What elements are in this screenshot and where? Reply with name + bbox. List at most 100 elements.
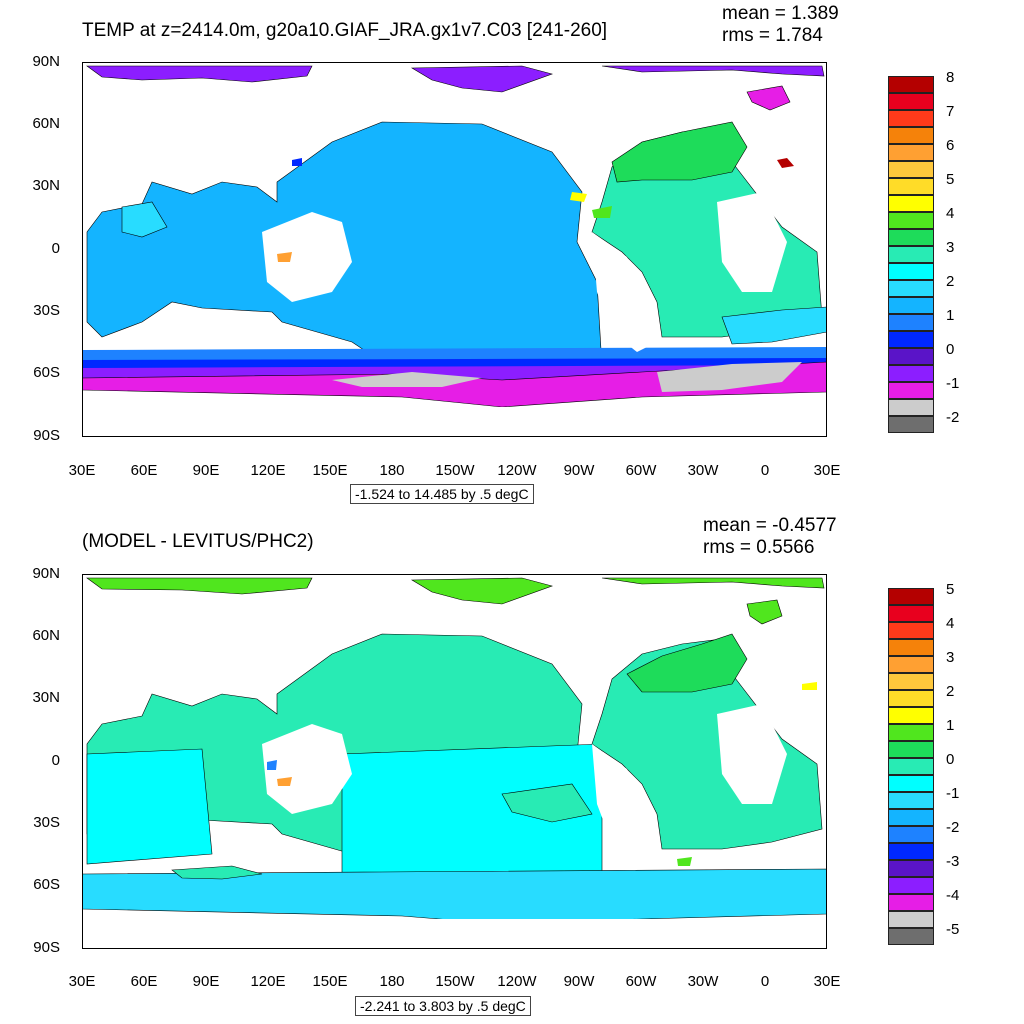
colorbar-swatch xyxy=(888,280,934,297)
colorbar-swatch xyxy=(888,673,934,690)
bottom-rms-label: rms = 0.5566 xyxy=(703,537,815,558)
top-colorbar-label: 3 xyxy=(946,239,955,256)
colorbar-swatch xyxy=(888,843,934,860)
colorbar-swatch xyxy=(888,741,934,758)
colorbar-swatch xyxy=(888,76,934,93)
top-lat-label: 0 xyxy=(51,240,60,257)
colorbar-swatch xyxy=(888,178,934,195)
top-colorbar-label: -1 xyxy=(946,375,960,392)
colorbar-swatch xyxy=(888,93,934,110)
colorbar-swatch xyxy=(888,263,934,280)
colorbar-swatch xyxy=(888,588,934,605)
colorbar-swatch xyxy=(888,690,934,707)
top-range-label: -1.524 to 14.485 by .5 degC xyxy=(350,484,534,504)
colorbar-swatch xyxy=(888,622,934,639)
top-lat-label: 90N xyxy=(32,53,60,70)
colorbar-swatch xyxy=(888,212,934,229)
top-lat-label: 30N xyxy=(32,177,60,194)
colorbar-swatch xyxy=(888,639,934,656)
bottom-colorbar-label: 0 xyxy=(946,751,955,768)
colorbar-swatch xyxy=(888,246,934,263)
colorbar-swatch xyxy=(888,860,934,877)
bottom-lon-label: 180 xyxy=(379,973,405,990)
top-lon-label: 120E xyxy=(250,462,286,479)
bottom-lat-label: 90N xyxy=(32,565,60,582)
bottom-colorbar-label: 4 xyxy=(946,615,955,632)
bottom-lon-label: 90E xyxy=(192,973,220,990)
bottom-range-label: -2.241 to 3.803 by .5 degC xyxy=(355,996,531,1016)
bottom-colorbar-label: -3 xyxy=(946,853,960,870)
top-lon-label: 150E xyxy=(312,462,348,479)
bottom-map-field xyxy=(82,577,827,949)
colorbar-swatch xyxy=(888,110,934,127)
top-lon-label: 120W xyxy=(497,462,537,479)
colorbar-swatch xyxy=(888,894,934,911)
top-lon-label: 30E xyxy=(813,462,841,479)
top-lon-label: 60W xyxy=(625,462,657,479)
top-map-title: TEMP at z=2414.0m, g20a10.GIAF_JRA.gx1v7… xyxy=(82,20,608,41)
top-colorbar-label: 8 xyxy=(946,69,955,86)
bottom-lon-label: 120E xyxy=(250,973,286,990)
top-lon-label: 0 xyxy=(760,462,770,479)
top-colorbar xyxy=(888,76,934,433)
colorbar-swatch xyxy=(888,877,934,894)
bottom-colorbar-label: -5 xyxy=(946,921,960,938)
top-colorbar-label: -2 xyxy=(946,409,960,426)
bottom-lon-label: 30E xyxy=(813,973,841,990)
colorbar-swatch xyxy=(888,911,934,928)
top-lon-label: 30E xyxy=(68,462,96,479)
top-colorbar-label: 0 xyxy=(946,341,955,358)
bottom-colorbar-label: 1 xyxy=(946,717,955,734)
bottom-mean-label: mean = -0.4577 xyxy=(703,515,837,536)
top-lat-label: 60S xyxy=(33,364,60,381)
top-lon-label: 90W xyxy=(563,462,595,479)
top-lat-label: 90S xyxy=(33,427,60,444)
colorbar-swatch xyxy=(888,144,934,161)
colorbar-swatch xyxy=(888,758,934,775)
bottom-lat-label: 60N xyxy=(32,627,60,644)
bottom-lat-label: 30S xyxy=(33,814,60,831)
colorbar-swatch xyxy=(888,724,934,741)
colorbar-swatch xyxy=(888,775,934,792)
bottom-colorbar-label: -1 xyxy=(946,785,960,802)
bottom-lon-label: 0 xyxy=(760,973,770,990)
bottom-lon-label: 60W xyxy=(625,973,657,990)
bottom-lat-label: 0 xyxy=(51,752,60,769)
colorbar-swatch xyxy=(888,826,934,843)
colorbar-swatch xyxy=(888,416,934,433)
top-lat-label: 60N xyxy=(32,115,60,132)
colorbar-swatch xyxy=(888,297,934,314)
colorbar-swatch xyxy=(888,792,934,809)
top-lon-label: 150W xyxy=(435,462,475,479)
bottom-map-title: (MODEL - LEVITUS/PHC2) xyxy=(82,531,314,552)
top-lat-label: 30S xyxy=(33,302,60,319)
bottom-colorbar-label: -4 xyxy=(946,887,960,904)
colorbar-swatch xyxy=(888,161,934,178)
top-colorbar-label: 7 xyxy=(946,103,955,120)
colorbar-swatch xyxy=(888,229,934,246)
colorbar-swatch xyxy=(888,605,934,622)
top-lon-label: 30W xyxy=(687,462,719,479)
colorbar-swatch xyxy=(888,928,934,945)
top-mean-label: mean = 1.389 xyxy=(722,3,839,24)
top-colorbar-label: 5 xyxy=(946,171,955,188)
top-map-field xyxy=(82,65,827,437)
colorbar-swatch xyxy=(888,195,934,212)
top-colorbar-label: 1 xyxy=(946,307,955,324)
bottom-lon-label: 120W xyxy=(497,973,537,990)
colorbar-swatch xyxy=(888,382,934,399)
top-map-area xyxy=(82,62,827,437)
bottom-map-panel: (MODEL - LEVITUS/PHC2) mean = -0.4577 rm… xyxy=(0,512,1024,1024)
bottom-map-area xyxy=(82,574,827,949)
colorbar-swatch xyxy=(888,314,934,331)
bottom-lat-label: 60S xyxy=(33,876,60,893)
top-lon-label: 60E xyxy=(130,462,158,479)
top-lon-label: 90E xyxy=(192,462,220,479)
colorbar-swatch xyxy=(888,809,934,826)
bottom-colorbar-label: 2 xyxy=(946,683,955,700)
bottom-lon-label: 150E xyxy=(312,973,348,990)
top-colorbar-label: 2 xyxy=(946,273,955,290)
bottom-lon-label: 90W xyxy=(563,973,595,990)
bottom-lon-label: 60E xyxy=(130,973,158,990)
bottom-colorbar-label: 5 xyxy=(946,581,955,598)
